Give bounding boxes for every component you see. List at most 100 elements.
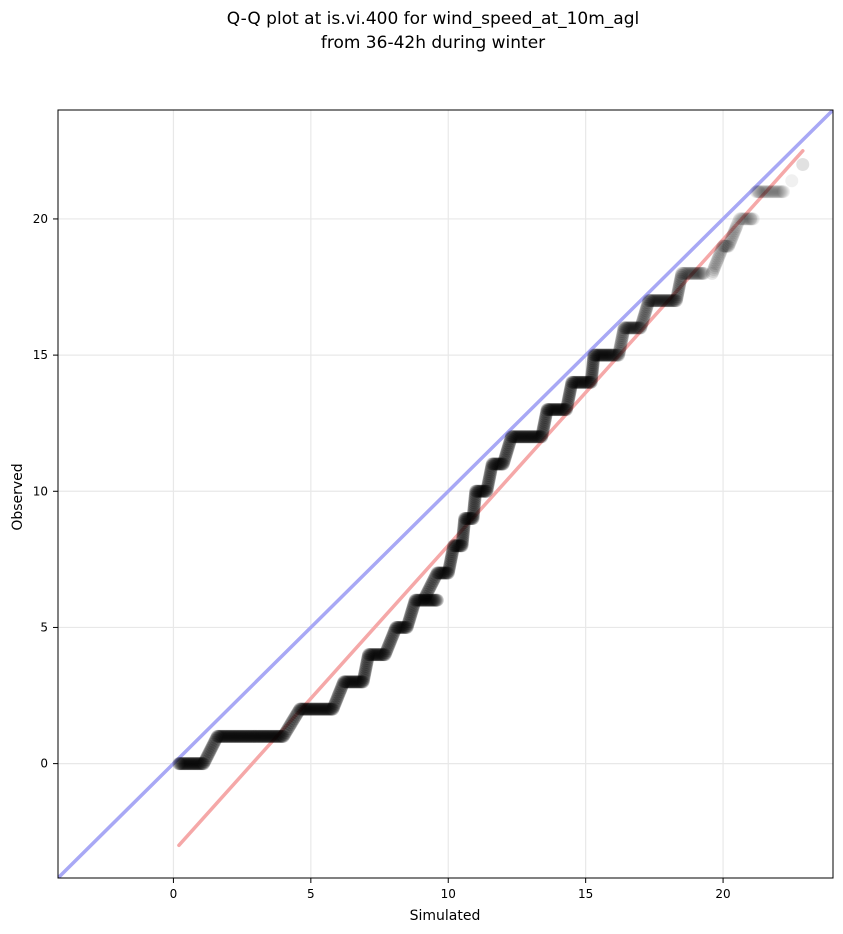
data-point	[389, 620, 403, 634]
data-point	[537, 418, 551, 432]
data-point	[572, 375, 586, 389]
data-point	[299, 702, 313, 716]
data-point	[243, 729, 257, 743]
data-point	[380, 644, 394, 658]
data-point	[672, 278, 686, 292]
data-point	[186, 757, 200, 771]
data-point	[445, 548, 459, 562]
data-point	[561, 393, 575, 407]
data-point	[188, 757, 202, 771]
data-point	[467, 500, 481, 514]
data-point	[310, 702, 324, 716]
data-point	[595, 348, 609, 362]
data-point	[472, 484, 486, 498]
data-point	[536, 424, 550, 438]
data-point	[691, 266, 705, 280]
data-point	[661, 294, 675, 308]
data-point	[276, 729, 290, 743]
data-point	[564, 381, 578, 395]
data-point	[796, 157, 810, 171]
data-point	[557, 403, 571, 417]
data-point	[574, 375, 588, 389]
data-point	[289, 708, 303, 722]
data-point	[586, 354, 600, 368]
data-point	[573, 375, 587, 389]
data-point	[448, 539, 462, 553]
data-point	[397, 620, 411, 634]
data-point	[197, 757, 211, 771]
data-point	[425, 576, 439, 590]
data-point	[520, 430, 534, 444]
data-point	[485, 459, 499, 473]
data-point	[628, 321, 642, 335]
data-point	[449, 539, 463, 553]
data-point	[248, 729, 262, 743]
data-point	[633, 321, 647, 335]
data-point	[538, 414, 552, 428]
data-point	[558, 403, 572, 417]
data-point	[456, 527, 470, 541]
data-point	[275, 729, 289, 743]
data-point	[371, 648, 385, 662]
data-point	[429, 593, 443, 607]
data-point	[761, 185, 775, 199]
data-point	[366, 648, 380, 662]
data-point	[584, 373, 598, 387]
data-point	[468, 494, 482, 508]
data-point	[384, 632, 398, 646]
y-tick-label: 10	[33, 484, 48, 498]
data-point	[543, 403, 557, 417]
data-point	[689, 266, 703, 280]
data-point	[341, 675, 355, 689]
data-point	[427, 572, 441, 586]
data-point	[560, 399, 574, 413]
data-point	[350, 675, 364, 689]
data-point	[235, 729, 249, 743]
data-point	[407, 597, 421, 611]
data-point	[264, 729, 278, 743]
data-point	[690, 266, 704, 280]
x-tick-label: 5	[307, 887, 315, 901]
data-point	[549, 403, 563, 417]
data-point	[599, 348, 613, 362]
data-point	[205, 739, 219, 753]
data-point	[596, 348, 610, 362]
data-point	[584, 375, 598, 389]
data-point	[562, 389, 576, 403]
data-point	[329, 694, 343, 708]
data-point	[266, 729, 280, 743]
data-point	[677, 266, 691, 280]
data-point	[454, 539, 468, 553]
data-point	[272, 729, 286, 743]
data-point	[317, 702, 331, 716]
chart-title-line-2: from 36-42h during winter	[321, 33, 545, 53]
data-point	[741, 212, 755, 226]
data-point	[746, 212, 760, 226]
data-point	[428, 570, 442, 584]
data-point	[481, 476, 495, 490]
data-point	[356, 675, 370, 689]
data-point	[220, 729, 234, 743]
data-point	[288, 710, 302, 724]
data-point	[641, 298, 655, 312]
data-point	[444, 552, 458, 566]
data-point	[539, 410, 553, 424]
data-point	[627, 321, 641, 335]
data-point	[331, 690, 345, 704]
data-point	[444, 550, 458, 564]
data-point	[508, 430, 522, 444]
data-point	[423, 593, 437, 607]
data-point	[467, 504, 481, 518]
data-point	[586, 362, 600, 376]
data-point	[352, 675, 366, 689]
data-point	[548, 403, 562, 417]
data-point	[563, 383, 577, 397]
data-point	[586, 356, 600, 370]
data-point	[377, 648, 391, 662]
data-point	[755, 185, 769, 199]
data-point	[561, 395, 575, 409]
data-point	[213, 729, 227, 743]
data-point	[594, 348, 608, 362]
data-point	[668, 294, 682, 308]
